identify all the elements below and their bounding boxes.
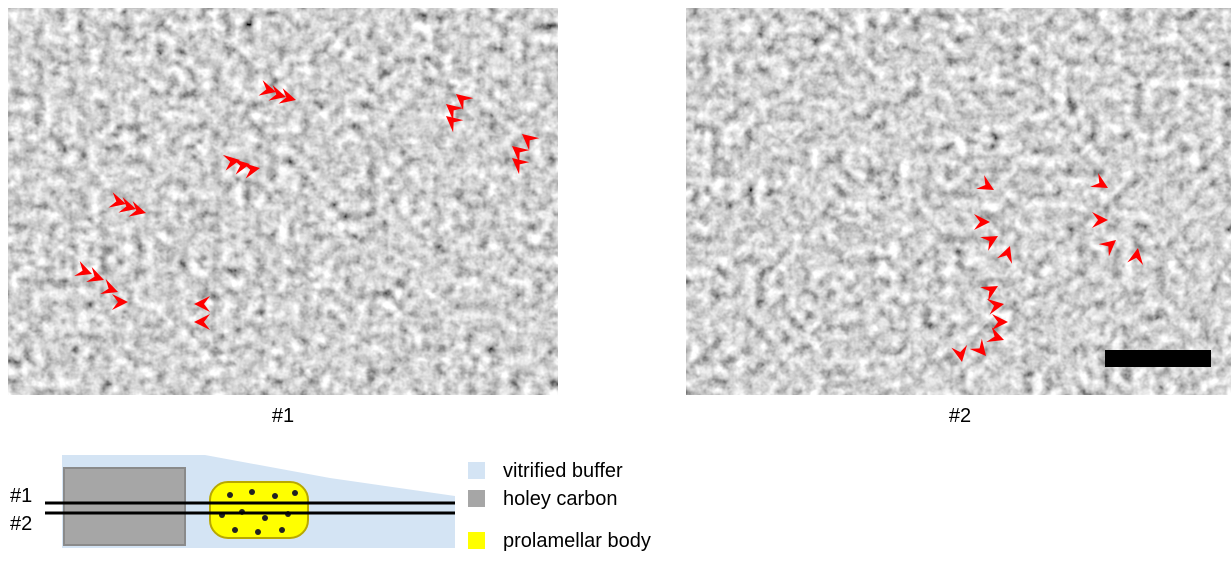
legend-label: holey carbon xyxy=(503,488,618,510)
panel-label: #2 xyxy=(949,405,971,427)
legend-swatch xyxy=(468,532,485,549)
legend-swatch xyxy=(468,462,485,479)
panel-label: #1 xyxy=(272,405,294,427)
legend: vitrified buffer holey carbon prolamellar … xyxy=(468,460,651,552)
micrograph-2 xyxy=(686,8,1231,395)
prolamellar-body xyxy=(210,482,308,538)
line-label: #2 xyxy=(10,513,32,535)
schematic: #1 #2 xyxy=(10,455,455,548)
legend-label: prolamellar body xyxy=(503,530,651,552)
legend-label: vitrified buffer xyxy=(503,460,623,482)
micrograph-1 xyxy=(8,8,558,395)
scale-bar xyxy=(1105,350,1211,367)
legend-swatch xyxy=(468,490,485,507)
figure: #1 #2 #1 #2 vitrified buffer holey carbon… xyxy=(0,0,1231,556)
line-label: #1 xyxy=(10,485,32,507)
carbon-region xyxy=(64,468,185,545)
